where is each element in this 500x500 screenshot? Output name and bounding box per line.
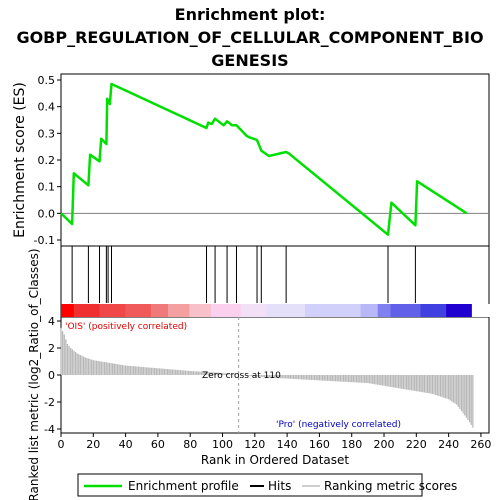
color-bar-segment xyxy=(150,304,169,317)
color-bar-segment xyxy=(266,304,306,317)
chart-title-line-3: GENESIS xyxy=(211,51,288,70)
color-bar-segment xyxy=(240,304,267,317)
color-bar-segment xyxy=(377,304,392,317)
legend-label-enrichment-profile: Enrichment profile xyxy=(128,479,239,493)
zero-cross-label: Zero cross at 110 xyxy=(202,371,281,381)
x-tick-label: 260 xyxy=(470,438,491,451)
es-ytick-label: -0.1 xyxy=(34,234,55,247)
rank-metric-panel: -4 -2 0 2 4 xyxy=(44,315,474,436)
es-panel: -0.1 0.0 0.1 0.2 0.3 0.4 0.5 xyxy=(34,74,489,247)
color-bar-segment xyxy=(471,304,490,317)
hits-panel xyxy=(71,246,416,303)
x-tick-label: 180 xyxy=(341,438,362,451)
x-tick-label: 100 xyxy=(212,438,233,451)
es-panel-frame xyxy=(60,73,490,247)
es-ytick-label: 0.2 xyxy=(38,154,56,167)
color-bar-segment xyxy=(61,304,75,317)
x-tick-label: 240 xyxy=(438,438,459,451)
rank-ytick-label: 4 xyxy=(48,315,55,328)
chart-title-line-1: Enrichment plot: xyxy=(175,5,326,24)
x-tick-label: 220 xyxy=(406,438,427,451)
es-ytick-label: 0.0 xyxy=(38,207,56,220)
color-bar-segment xyxy=(99,304,126,317)
x-tick-label: 40 xyxy=(119,438,133,451)
es-ytick-label: 0.5 xyxy=(38,74,56,87)
x-tick-label: 60 xyxy=(151,438,165,451)
es-ytick-label: 0.3 xyxy=(38,127,56,140)
es-axis-label: Enrichment score (ES) xyxy=(12,82,28,238)
legend-label-ranking-metric: Ranking metric scores xyxy=(324,479,457,493)
positive-class-label: 'OIS' (positively correlated) xyxy=(65,322,187,332)
enrichment-profile-line xyxy=(60,82,468,236)
legend-label-hits: Hits xyxy=(268,479,291,493)
x-tick-label: 120 xyxy=(244,438,265,451)
rank-ytick-label: 2 xyxy=(48,342,55,355)
color-bar-segment xyxy=(304,304,362,317)
x-tick-label: 80 xyxy=(183,438,197,451)
x-tick-label: 20 xyxy=(86,438,100,451)
rank-ytick-label: -2 xyxy=(44,396,55,409)
x-axis: 0 20 40 60 80 100 120 140 160 180 200 220 240 260 xyxy=(58,433,491,451)
color-bar-segment xyxy=(125,304,152,317)
color-bar-segment xyxy=(189,304,212,317)
color-bar-segment xyxy=(420,304,447,317)
es-ytick-label: 0.1 xyxy=(38,181,56,194)
color-bar-segment xyxy=(360,304,379,317)
ranking-color-bar xyxy=(61,304,490,317)
rank-metric-axis-label: Ranked list metric (log2_Ratio_of_Classe… xyxy=(27,248,41,500)
color-bar-segment xyxy=(210,304,242,317)
chart-title-line-2: GOBP_REGULATION_OF_CELLULAR_COMPONENT_BI… xyxy=(16,28,483,47)
x-axis-label: Rank in Ordered Dataset xyxy=(201,453,349,467)
color-bar-segment xyxy=(446,304,473,317)
color-bar-segment xyxy=(168,304,190,317)
legend: Enrichment profile Hits Ranking metric s… xyxy=(77,473,457,497)
x-tick-label: 0 xyxy=(58,438,65,451)
color-bar-segment xyxy=(390,304,422,317)
rank-ytick-label: 0 xyxy=(48,369,55,382)
x-tick-label: 200 xyxy=(374,438,395,451)
x-tick-label: 140 xyxy=(277,438,298,451)
x-tick-label: 160 xyxy=(309,438,330,451)
negative-class-label: 'Pro' (negatively correlated) xyxy=(276,420,401,430)
es-ytick-label: 0.4 xyxy=(38,101,56,114)
rank-ytick-label: -4 xyxy=(44,423,55,436)
color-bar-segment xyxy=(73,304,101,317)
